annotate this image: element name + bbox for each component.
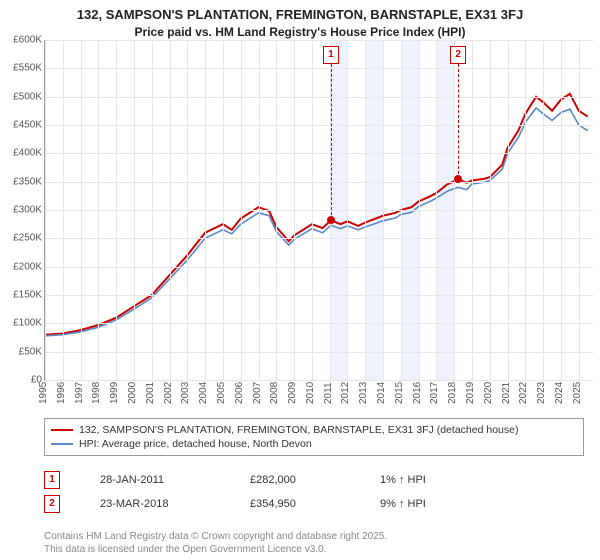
- y-tick: £200K: [13, 261, 42, 272]
- chart-area: £0£50K£100K£150K£200K£250K£300K£350K£400…: [0, 40, 600, 400]
- x-tick: 1998: [91, 382, 102, 404]
- y-tick: £250K: [13, 233, 42, 244]
- x-tick: 2012: [340, 382, 351, 404]
- sales-table: 1 28-JAN-2011 £282,000 1% ↑ HPI 2 23-MAR-2018…: [44, 468, 584, 516]
- sale-row-delta: 1% ↑ HPI: [380, 474, 426, 486]
- x-tick: 2014: [376, 382, 387, 404]
- x-tick: 2008: [269, 382, 280, 404]
- x-tick: 1996: [56, 382, 67, 404]
- x-tick: 2023: [536, 382, 547, 404]
- series-property: [45, 94, 588, 335]
- legend-swatch: [51, 443, 73, 445]
- x-tick: 2024: [554, 382, 565, 404]
- y-tick: £450K: [13, 120, 42, 131]
- y-tick: £100K: [13, 318, 42, 329]
- y-tick: £300K: [13, 205, 42, 216]
- x-tick: 2017: [429, 382, 440, 404]
- footer-line-2: This data is licensed under the Open Gov…: [44, 543, 387, 556]
- sale-dot-1: [327, 216, 335, 224]
- x-tick: 2010: [305, 382, 316, 404]
- sale-dot-2: [454, 175, 462, 183]
- x-tick: 2001: [145, 382, 156, 404]
- sale-row: 2 23-MAR-2018 £354,950 9% ↑ HPI: [44, 492, 584, 516]
- x-tick: 2020: [483, 382, 494, 404]
- legend-item: HPI: Average price, detached house, Nort…: [51, 437, 577, 451]
- legend-label: HPI: Average price, detached house, Nort…: [79, 438, 312, 450]
- legend-item: 132, SAMPSON'S PLANTATION, FREMINGTON, B…: [51, 423, 577, 437]
- x-tick: 2025: [572, 382, 583, 404]
- y-tick: £400K: [13, 148, 42, 159]
- y-tick: £350K: [13, 176, 42, 187]
- x-tick: 2009: [287, 382, 298, 404]
- x-tick: 1997: [74, 382, 85, 404]
- x-tick: 2018: [447, 382, 458, 404]
- y-tick: £550K: [13, 63, 42, 74]
- x-tick: 2006: [234, 382, 245, 404]
- x-tick: 2015: [394, 382, 405, 404]
- x-tick: 1999: [109, 382, 120, 404]
- x-tick: 2000: [127, 382, 138, 404]
- y-tick: £50K: [19, 346, 42, 357]
- footer-line-1: Contains HM Land Registry data © Crown c…: [44, 530, 387, 543]
- chart-title: 132, SAMPSON'S PLANTATION, FREMINGTON, B…: [0, 0, 600, 40]
- y-axis: £0£50K£100K£150K£200K£250K£300K£350K£400…: [0, 40, 44, 400]
- sale-row-date: 23-MAR-2018: [100, 498, 210, 510]
- x-tick: 1995: [38, 382, 49, 404]
- y-tick: £500K: [13, 91, 42, 102]
- x-tick: 2004: [198, 382, 209, 404]
- series-hpi: [45, 108, 588, 336]
- sale-row-price: £282,000: [250, 474, 340, 486]
- plot-area: 12: [44, 40, 593, 381]
- legend-label: 132, SAMPSON'S PLANTATION, FREMINGTON, B…: [79, 424, 518, 436]
- sale-row-delta: 9% ↑ HPI: [380, 498, 426, 510]
- x-tick: 2021: [501, 382, 512, 404]
- sale-row-date: 28-JAN-2011: [100, 474, 210, 486]
- y-tick: £150K: [13, 290, 42, 301]
- x-tick: 2003: [180, 382, 191, 404]
- x-tick: 2007: [252, 382, 263, 404]
- x-axis: 1995199619971998199920002001200220032004…: [44, 380, 592, 400]
- sale-row-marker: 1: [44, 471, 60, 489]
- sale-row-price: £354,950: [250, 498, 340, 510]
- x-tick: 2019: [465, 382, 476, 404]
- chart-container: 132, SAMPSON'S PLANTATION, FREMINGTON, B…: [0, 0, 600, 560]
- x-tick: 2011: [323, 382, 334, 404]
- y-tick: £600K: [13, 35, 42, 46]
- sale-marker-2: 2: [450, 46, 466, 64]
- x-tick: 2013: [358, 382, 369, 404]
- x-tick: 2022: [518, 382, 529, 404]
- x-tick: 2016: [412, 382, 423, 404]
- sale-row-marker: 2: [44, 495, 60, 513]
- x-tick: 2002: [163, 382, 174, 404]
- sale-row: 1 28-JAN-2011 £282,000 1% ↑ HPI: [44, 468, 584, 492]
- title-line-2: Price paid vs. HM Land Registry's House …: [0, 24, 600, 40]
- x-tick: 2005: [216, 382, 227, 404]
- footer: Contains HM Land Registry data © Crown c…: [44, 530, 387, 556]
- legend-swatch: [51, 429, 73, 431]
- legend: 132, SAMPSON'S PLANTATION, FREMINGTON, B…: [44, 418, 584, 456]
- title-line-1: 132, SAMPSON'S PLANTATION, FREMINGTON, B…: [0, 6, 600, 24]
- sale-marker-1: 1: [323, 46, 339, 64]
